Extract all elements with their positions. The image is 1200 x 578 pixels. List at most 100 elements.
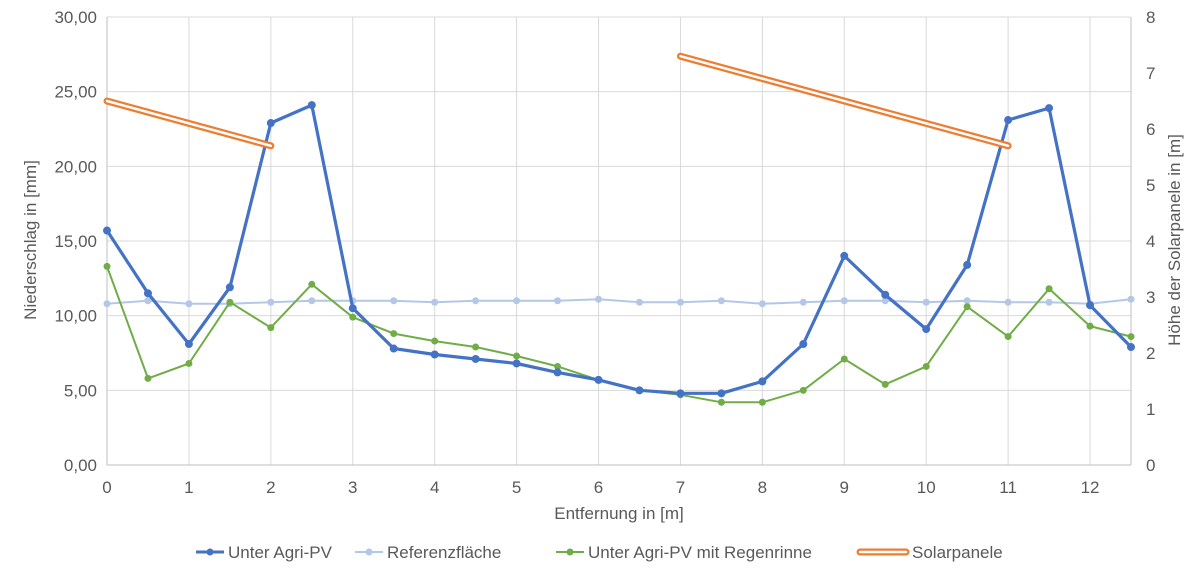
data-point-referenzfläche	[1004, 298, 1012, 306]
data-point-referenzfläche	[144, 297, 152, 305]
y2-axis-title: Höhe der Solarpanele in [m]	[1165, 134, 1184, 346]
series-line-referenzfläche	[106, 298, 1132, 305]
y2-tick-label: 8	[1146, 8, 1155, 27]
data-point-unter-agri-pv	[389, 344, 398, 353]
x-tick-label: 1	[184, 478, 193, 497]
data-point-unter-agri-pv-mit-regenrinne	[308, 280, 316, 288]
data-point-referenzfläche	[963, 297, 971, 305]
x-tick-label: 8	[758, 478, 767, 497]
data-point-referenzfläche	[717, 297, 725, 305]
data-point-unter-agri-pv	[963, 260, 972, 269]
x-tick-label: 5	[512, 478, 521, 497]
data-point-unter-agri-pv-mit-regenrinne	[103, 262, 111, 270]
y-tick-label: 10,00	[54, 307, 97, 326]
y2-tick-label: 0	[1146, 456, 1155, 475]
data-point-unter-agri-pv	[1127, 343, 1135, 352]
data-point-referenzfläche	[840, 297, 848, 305]
legend-marker	[365, 548, 373, 556]
y-tick-label: 5,00	[64, 381, 97, 400]
data-point-unter-agri-pv-mit-regenrinne	[799, 386, 807, 394]
data-point-unter-agri-pv-mit-regenrinne	[349, 313, 357, 321]
x-tick-label: 3	[348, 478, 357, 497]
data-point-unter-agri-pv	[594, 375, 603, 384]
data-point-referenzfläche	[922, 298, 930, 306]
data-point-referenzfläche	[431, 298, 439, 306]
data-point-unter-agri-pv	[512, 359, 521, 368]
y2-tick-label: 1	[1146, 400, 1155, 419]
data-point-unter-agri-pv	[348, 304, 357, 313]
data-point-unter-agri-pv	[840, 251, 849, 260]
data-point-referenzfläche	[881, 297, 889, 305]
data-point-unter-agri-pv-mit-regenrinne	[513, 352, 521, 360]
data-point-referenzfläche	[185, 300, 193, 308]
data-point-unter-agri-pv-mit-regenrinne	[1004, 333, 1012, 341]
data-point-unter-agri-pv-mit-regenrinne	[144, 374, 152, 382]
y2-tick-label: 4	[1146, 232, 1155, 251]
legend-item: Unter Agri-PV	[196, 543, 333, 562]
data-point-referenzfläche	[758, 300, 766, 308]
x-tick-label: 6	[594, 478, 603, 497]
data-point-unter-agri-pv-mit-regenrinne	[472, 343, 480, 351]
data-point-unter-agri-pv	[553, 368, 562, 377]
legend-item: Solarpanele	[856, 543, 1003, 562]
legend: Unter Agri-PV Referenzfläche Unter Agri-PV…	[196, 543, 1003, 562]
data-point-unter-agri-pv-mit-regenrinne	[185, 359, 193, 367]
y-tick-label: 15,00	[54, 232, 97, 251]
data-point-unter-agri-pv-mit-regenrinne	[431, 337, 439, 345]
data-point-unter-agri-pv	[1045, 104, 1054, 113]
x-tick-label: 10	[917, 478, 936, 497]
axes	[106, 17, 1132, 466]
data-point-referenzfläche	[267, 298, 275, 306]
data-point-referenzfläche	[308, 297, 316, 305]
data-point-unter-agri-pv	[307, 101, 316, 110]
series-line-unter-agri-pv-mit-regenrinne	[106, 266, 1132, 404]
data-point-unter-agri-pv-mit-regenrinne	[881, 380, 889, 388]
y2-tick-label: 2	[1146, 344, 1155, 363]
data-point-referenzfläche	[635, 298, 643, 306]
x-axis-title: Entfernung in [m]	[554, 504, 683, 523]
gridlines	[107, 16, 1131, 465]
data-point-unter-agri-pv	[922, 325, 931, 334]
data-point-unter-agri-pv-mit-regenrinne	[717, 398, 725, 406]
x-tick-label: 12	[1081, 478, 1100, 497]
data-point-unter-agri-pv	[676, 389, 685, 398]
data-point-unter-agri-pv-mit-regenrinne	[963, 303, 971, 311]
legend-marker	[206, 548, 214, 556]
y-tick-label: 0,00	[64, 456, 97, 475]
data-point-unter-agri-pv	[1004, 116, 1013, 125]
legend-marker	[566, 548, 574, 556]
legend-item: Referenzfläche	[355, 543, 501, 562]
y2-tick-label: 3	[1146, 288, 1155, 307]
data-point-referenzfläche	[103, 300, 111, 308]
x-tick-label: 4	[430, 478, 439, 497]
legend-label: Solarpanele	[912, 543, 1003, 562]
data-point-unter-agri-pv	[103, 226, 111, 235]
data-point-unter-agri-pv	[758, 377, 767, 386]
data-point-unter-agri-pv	[266, 119, 275, 128]
data-point-referenzfläche	[472, 297, 480, 305]
series-layer	[103, 52, 1135, 406]
data-point-referenzfläche	[390, 297, 398, 305]
data-point-unter-agri-pv-mit-regenrinne	[922, 362, 930, 370]
y2-tick-label: 6	[1146, 120, 1155, 139]
data-point-unter-agri-pv-mit-regenrinne	[840, 355, 848, 363]
y2-tick-label: 7	[1146, 64, 1155, 83]
data-point-referenzfläche	[676, 298, 684, 306]
x-tick-label: 2	[266, 478, 275, 497]
y-tick-label: 20,00	[54, 157, 97, 176]
legend-label: Unter Agri-PV	[228, 543, 333, 562]
y2-tick-label: 5	[1146, 176, 1155, 195]
series-line-unter-agri-pv	[105, 103, 1133, 395]
data-point-unter-agri-pv-mit-regenrinne	[267, 324, 275, 332]
y-tick-label: 30,00	[54, 8, 97, 27]
data-point-unter-agri-pv-mit-regenrinne	[226, 298, 234, 306]
data-point-unter-agri-pv-mit-regenrinne	[554, 362, 562, 370]
legend-label: Unter Agri-PV mit Regenrinne	[588, 543, 812, 562]
data-point-unter-agri-pv-mit-regenrinne	[758, 398, 766, 406]
x-tick-label: 0	[102, 478, 111, 497]
solarpanel-segment-inner	[105, 99, 273, 148]
data-point-referenzfläche	[1127, 295, 1135, 303]
data-point-unter-agri-pv-mit-regenrinne	[1127, 333, 1135, 341]
